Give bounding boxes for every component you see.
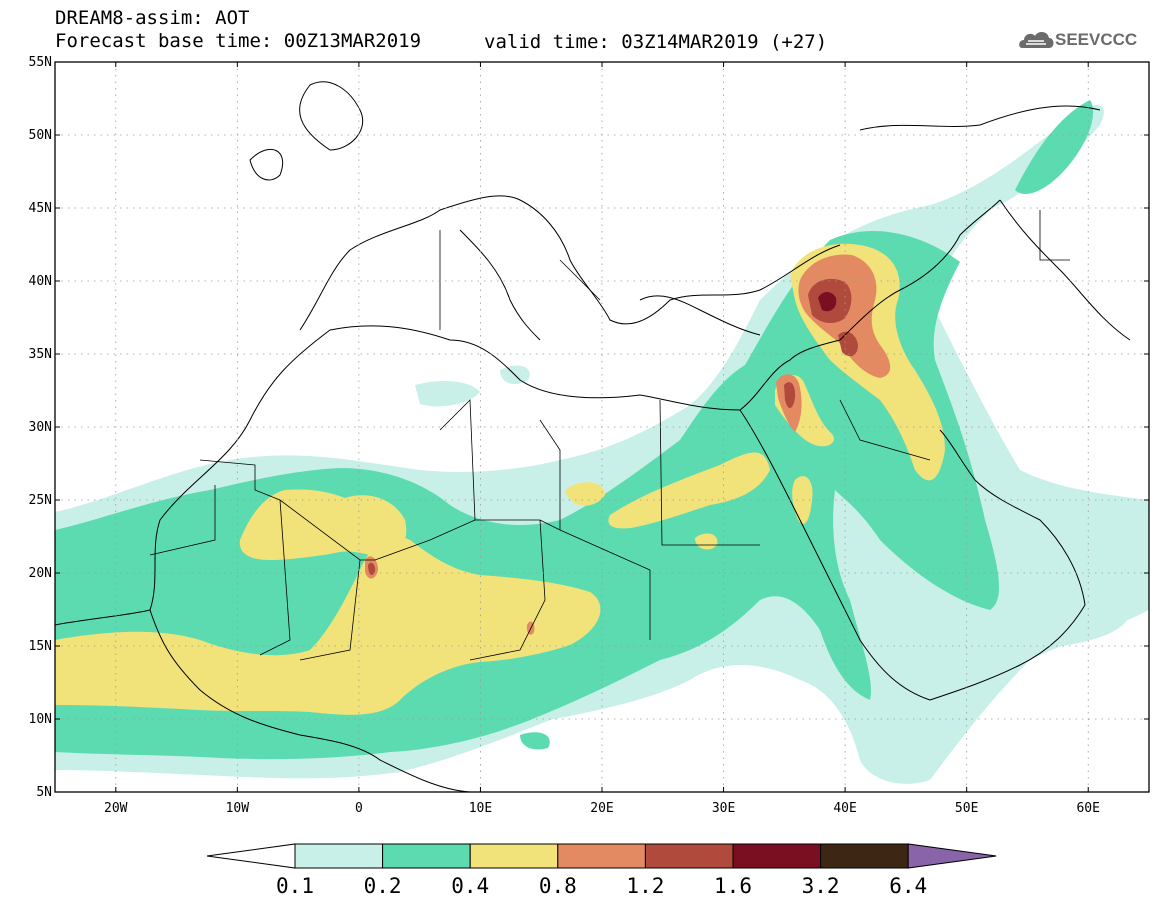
colorbar-swatch: [557, 843, 646, 869]
lon-label: 10E: [469, 801, 492, 816]
lon-label: 0: [355, 801, 363, 816]
lon-label: 20E: [590, 801, 613, 816]
lon-label: 30E: [712, 801, 735, 816]
lon-label: 60E: [1076, 801, 1099, 816]
aot-band-0.2: [55, 100, 1094, 760]
colorbar-swatch: [382, 843, 471, 869]
lat-label: 55N: [29, 55, 52, 70]
product-title: DREAM8-assim: AOT: [55, 7, 250, 29]
colorbar-label: 0.8: [539, 874, 577, 898]
colorbar-swatch: [732, 843, 822, 869]
colorbar-label: 6.4: [889, 874, 927, 898]
lat-label: 45N: [29, 201, 52, 216]
lat-label: 20N: [29, 566, 52, 581]
lon-label: 50E: [955, 801, 978, 816]
lat-label: 25N: [29, 493, 52, 508]
aot-band-1.6: [818, 292, 837, 312]
colorbar-label: 0.4: [451, 874, 489, 898]
colorbar-label: 1.2: [626, 874, 664, 898]
lat-label: 5N: [36, 785, 52, 800]
latitude-axis: 55N 50N 45N 40N 35N 30N 25N 20N 15N 10N 5N: [29, 55, 1149, 800]
aot-fields: [55, 100, 1149, 784]
lat-label: 30N: [29, 420, 52, 435]
coastlines: [55, 81, 1131, 792]
cloud-icon: [1019, 32, 1054, 48]
country-borders: [149, 210, 1070, 661]
colorbar-swatch: [820, 843, 909, 869]
lat-label: 10N: [29, 712, 52, 727]
colorbar-min-arrow: [206, 843, 296, 869]
valid-time: valid time: 03Z14MAR2019 (+27): [484, 31, 828, 53]
graticule: [55, 62, 1149, 792]
forecast-base-time: Forecast base time: 00Z13MAR2019: [55, 30, 422, 52]
lon-label: 40E: [833, 801, 856, 816]
lat-label: 15N: [29, 639, 52, 654]
colorbar: 0.1 0.2 0.4 0.8 1.2 1.6 3.2 6.4: [206, 843, 997, 898]
colorbar-swatch: [469, 843, 559, 869]
colorbar-label: 0.2: [364, 874, 402, 898]
colorbar-label: 0.1: [276, 874, 314, 898]
colorbar-label: 1.6: [714, 874, 752, 898]
lon-label: 10W: [226, 801, 250, 816]
lon-label: 20W: [104, 801, 128, 816]
colorbar-max-arrow: [907, 843, 997, 869]
lat-label: 40N: [29, 274, 52, 289]
longitude-axis: 20W 10W 0 10E 20E 30E 40E 50E 60E: [104, 62, 1100, 816]
colorbar-swatch: [294, 843, 384, 869]
lat-label: 35N: [29, 347, 52, 362]
colorbar-swatch: [644, 843, 734, 869]
colorbar-label: 3.2: [802, 874, 840, 898]
lat-label: 50N: [29, 128, 52, 143]
logo-text: SEEVCCC: [1055, 30, 1138, 49]
